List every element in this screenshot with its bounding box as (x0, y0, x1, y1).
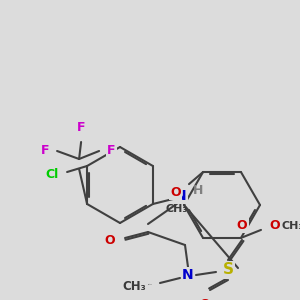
Text: CH₃: CH₃ (281, 221, 300, 231)
Text: N: N (175, 189, 187, 203)
Text: F: F (40, 145, 49, 158)
Text: F: F (77, 121, 85, 134)
Text: O: O (237, 219, 247, 232)
Text: O: O (170, 186, 181, 199)
Text: CH₃: CH₃ (166, 204, 188, 214)
Text: methyl: methyl (148, 284, 153, 285)
Text: N: N (182, 268, 194, 282)
Text: Cl: Cl (46, 167, 59, 181)
Text: S: S (223, 262, 233, 278)
Text: O: O (104, 233, 115, 247)
Text: CH₃: CH₃ (122, 280, 146, 293)
Text: F: F (107, 145, 116, 158)
Text: O: O (269, 219, 280, 232)
Text: O: O (200, 298, 210, 300)
Text: H: H (193, 184, 203, 196)
